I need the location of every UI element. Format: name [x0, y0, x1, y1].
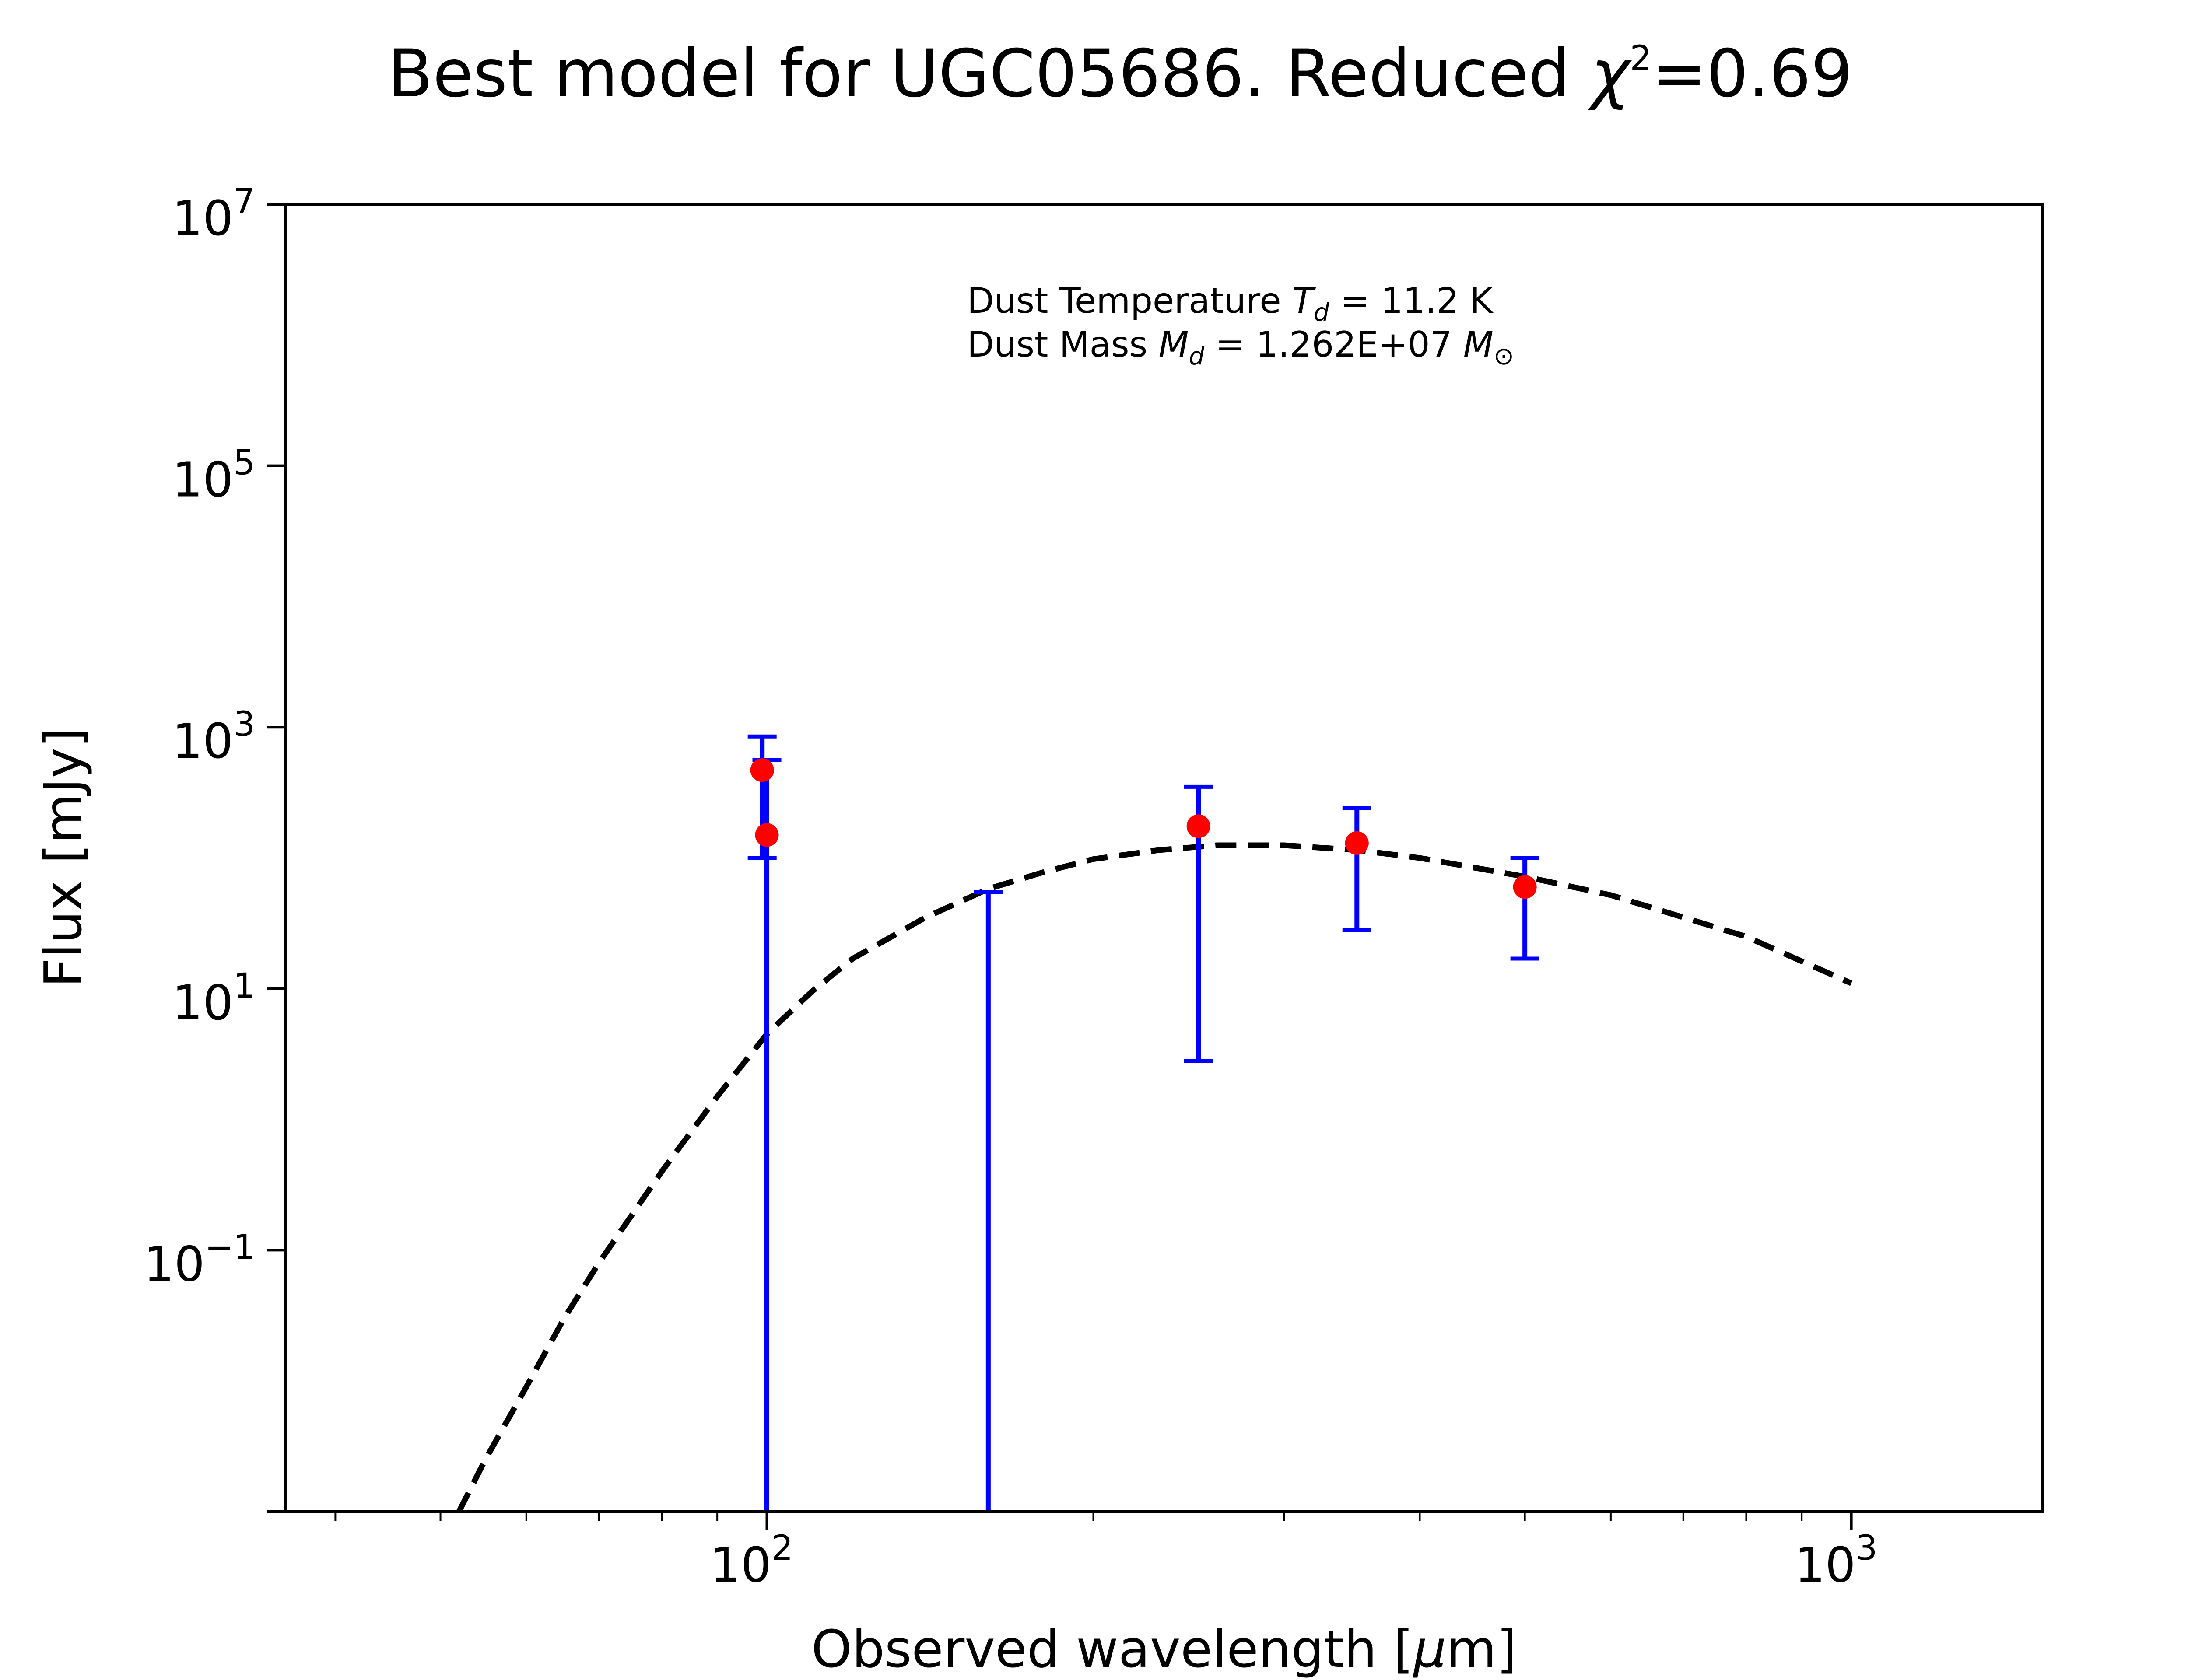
mu-symbol: μ — [1413, 1619, 1446, 1679]
x-axis-label: Observed wavelength [μm] — [811, 1619, 1517, 1679]
plot-area — [456, 734, 1853, 1513]
data-point-6 — [1513, 875, 1537, 899]
data-point-1 — [750, 758, 774, 782]
temperature-symbol: T — [1292, 280, 1316, 321]
y-tick-label: 105 — [172, 444, 255, 508]
annotation-mass: Dust Mass Md = 1.262E+07 M⊙ — [967, 324, 1514, 371]
errorbar-2 — [752, 758, 782, 1512]
annotation-temperature: Dust Temperature Td = 11.2 K — [967, 280, 1494, 327]
chart-title: Best model for UGC05686. Reduced χ2=0.69 — [388, 36, 1853, 112]
y-tick-label: 101 — [172, 966, 255, 1031]
y-tick-label: 107 — [172, 182, 255, 246]
chi-symbol: χ — [1588, 36, 1632, 112]
axis-ticks: 102 103 107 105 103 101 10−1 — [144, 182, 1877, 1593]
errorbar-5 — [1342, 806, 1371, 932]
plot-frame — [284, 203, 2044, 1513]
y-tick-label: 10−1 — [144, 1228, 255, 1292]
x-tick-label: 103 — [1795, 1529, 1878, 1593]
data-point-2 — [755, 823, 779, 847]
data-point-4 — [1186, 814, 1210, 838]
solar-mass-symbol: M — [1463, 324, 1494, 365]
data-point-5 — [1345, 831, 1369, 855]
chi-exponent: 2 — [1630, 39, 1652, 78]
mass-symbol: M — [1159, 324, 1189, 365]
y-axis-label: Flux [mJy] — [33, 728, 93, 987]
errorbar-3 — [974, 890, 1003, 1512]
errorbar-6 — [1510, 856, 1539, 961]
model-curve — [456, 842, 1853, 1513]
x-tick-label: 102 — [710, 1529, 793, 1593]
y-tick-label: 103 — [172, 705, 255, 769]
